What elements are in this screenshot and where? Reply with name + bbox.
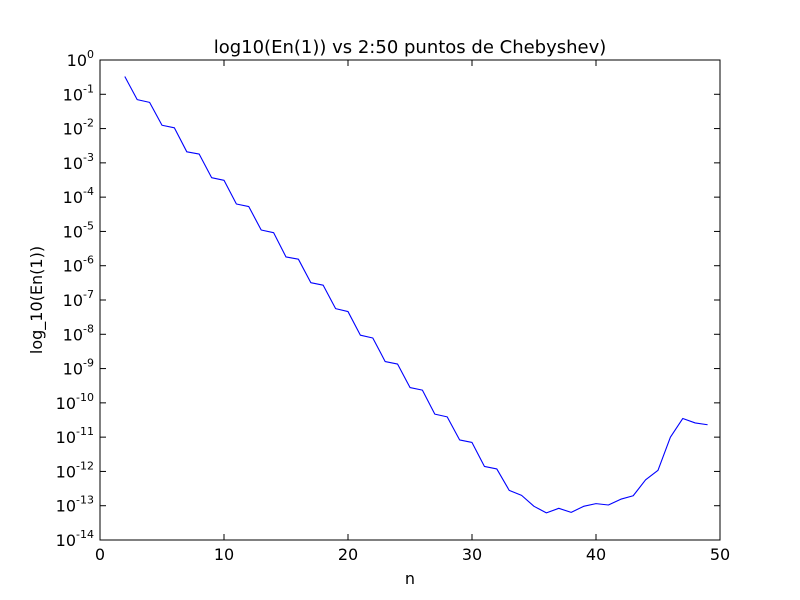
y-tick-base: 10 xyxy=(63,188,83,207)
y-tick-label: 100 xyxy=(67,48,94,70)
y-tick-exponent: -2 xyxy=(83,117,94,130)
plot-frame xyxy=(99,59,721,541)
y-tick-base: 10 xyxy=(56,394,76,413)
x-tick-label: 20 xyxy=(338,545,358,564)
y-tick-exponent: -12 xyxy=(76,459,94,472)
y-tick-exponent: -7 xyxy=(83,288,94,301)
y-tick-label: 10-2 xyxy=(63,117,94,139)
y-tick-exponent: -4 xyxy=(83,185,94,198)
y-tick-base: 10 xyxy=(63,120,83,139)
x-tick-label: 0 xyxy=(95,545,105,564)
y-tick-label: 10-10 xyxy=(56,391,94,413)
y-tick-label: 10-13 xyxy=(56,494,94,516)
y-tick-label: 10-11 xyxy=(56,425,94,447)
y-tick-base: 10 xyxy=(63,325,83,344)
tick-labels: 0 10 20 30 40 5010010-110-210-310-410-510-610… xyxy=(56,48,731,564)
y-tick-exponent: -14 xyxy=(76,528,94,541)
y-tick-label: 10-1 xyxy=(63,82,94,104)
y-tick-base: 10 xyxy=(67,51,87,70)
y-tick-base: 10 xyxy=(63,222,83,241)
y-tick-base: 10 xyxy=(56,428,76,447)
y-tick-exponent: -6 xyxy=(83,254,94,267)
y-tick-exponent: -5 xyxy=(83,219,94,232)
y-tick-label: 10-5 xyxy=(63,219,94,241)
y-axis-label: log_10(En(1)) xyxy=(27,246,47,354)
y-tick-exponent: -8 xyxy=(83,322,94,335)
y-tick-exponent: -3 xyxy=(83,151,94,164)
x-tick-label: 50 xyxy=(710,545,730,564)
y-tick-label: 10-7 xyxy=(63,288,94,310)
x-tick-label: 40 xyxy=(586,545,606,564)
y-tick-base: 10 xyxy=(63,85,83,104)
y-tick-base: 10 xyxy=(56,531,76,550)
y-tick-label: 10-6 xyxy=(63,254,94,276)
chart-title: log10(En(1)) vs 2:50 puntos de Chebyshev… xyxy=(214,37,607,58)
y-tick-label: 10-3 xyxy=(63,151,94,173)
y-tick-label: 10-9 xyxy=(63,357,94,379)
y-tick-base: 10 xyxy=(56,497,76,516)
y-tick-base: 10 xyxy=(63,360,83,379)
series-lines xyxy=(124,76,708,514)
y-tick-label: 10-14 xyxy=(56,528,94,550)
x-axis-label: n xyxy=(405,569,415,588)
y-tick-label: 10-4 xyxy=(63,185,94,207)
y-tick-label: 10-12 xyxy=(56,459,94,481)
y-tick-base: 10 xyxy=(63,257,83,276)
x-tick-label: 10 xyxy=(214,545,234,564)
y-tick-exponent: -11 xyxy=(76,425,94,438)
series-line xyxy=(124,76,708,514)
y-tick-label: 10-8 xyxy=(63,322,94,344)
y-tick-exponent: -13 xyxy=(76,494,94,507)
y-tick-base: 10 xyxy=(63,291,83,310)
y-tick-exponent: -10 xyxy=(76,391,94,404)
y-tick-base: 10 xyxy=(56,462,76,481)
y-tick-exponent: -1 xyxy=(83,82,94,95)
x-tick-label: 30 xyxy=(462,545,482,564)
y-tick-base: 10 xyxy=(63,154,83,173)
y-tick-exponent: -9 xyxy=(83,357,94,370)
y-tick-exponent: 0 xyxy=(87,48,94,61)
